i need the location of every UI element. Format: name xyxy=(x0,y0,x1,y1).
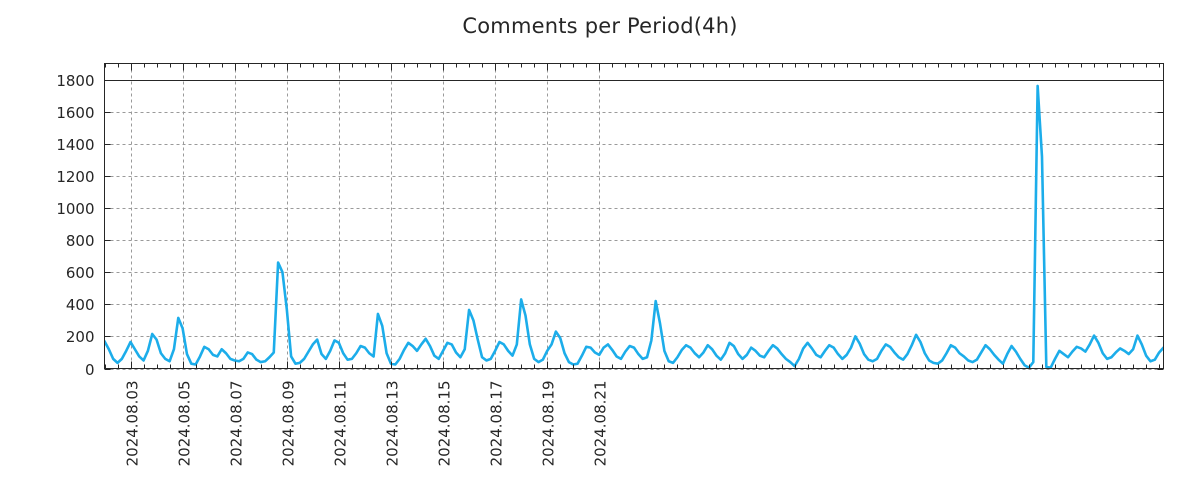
x-axis-ticks: 2024.08.03 2024.08.05 2024.08.07 2024.08.09… xyxy=(105,63,1160,467)
chart-title: Comments per Period(4h) xyxy=(462,14,738,38)
x-tick-label: 2024.08.07 xyxy=(228,381,246,467)
y-tick-label: 1200 xyxy=(56,168,94,186)
y-tick-label: 1800 xyxy=(56,72,94,90)
y-tick-label: 800 xyxy=(66,232,95,250)
plot-frame-rect xyxy=(103,62,1165,370)
x-tick-label: 2024.08.03 xyxy=(124,381,142,467)
grid-layer xyxy=(104,63,1164,370)
x-tick-label: 2024.08.21 xyxy=(592,381,610,467)
x-tick-label: 2024.08.09 xyxy=(280,381,298,467)
plot-frame xyxy=(103,62,1165,370)
y-tick-label: 1000 xyxy=(56,200,94,218)
y-tick-label: 200 xyxy=(66,328,95,346)
y-axis-ticks: 0 200 400 600 800 1000 1200 1400 1600 1800 xyxy=(56,72,1164,379)
y-tick-label: 600 xyxy=(66,264,95,282)
y-tick-label: 400 xyxy=(66,296,95,314)
x-tick-label: 2024.08.19 xyxy=(540,381,558,467)
y-tick-label: 1600 xyxy=(56,104,94,122)
x-tick-label: 2024.08.15 xyxy=(436,381,454,467)
data-series-line xyxy=(104,84,1164,369)
x-tick-label: 2024.08.05 xyxy=(176,381,194,467)
x-tick-label: 2024.08.17 xyxy=(488,381,506,467)
y-tick-label: 1400 xyxy=(56,136,94,154)
x-tick-label: 2024.08.11 xyxy=(332,381,350,467)
x-tick-label: 2024.08.13 xyxy=(384,381,402,467)
series-layer xyxy=(104,84,1164,369)
y-tick-label: 0 xyxy=(85,361,95,379)
